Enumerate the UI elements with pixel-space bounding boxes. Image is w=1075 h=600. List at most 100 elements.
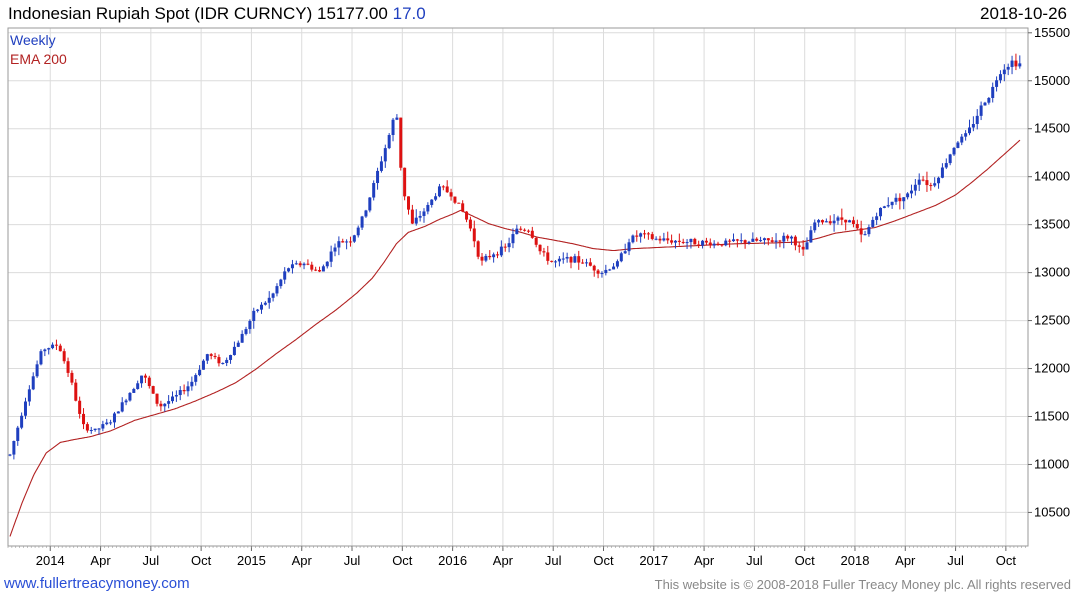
price-bar: [492, 252, 496, 263]
price-bar: [8, 453, 12, 457]
y-tick-label: 10500: [1034, 504, 1070, 519]
bar-body: [515, 228, 519, 235]
price-bar: [786, 234, 790, 242]
bar-body: [124, 400, 128, 403]
bar-body: [615, 261, 619, 267]
bar-body: [194, 375, 198, 382]
price-bar: [956, 141, 960, 149]
price-bar: [395, 114, 399, 121]
price-bar: [391, 117, 395, 142]
price-bar: [851, 216, 855, 228]
bar-body: [542, 251, 546, 253]
price-bar: [221, 362, 225, 365]
bar-body: [569, 256, 573, 263]
bar-body: [82, 413, 86, 425]
price-bar: [387, 133, 391, 150]
bar-body: [646, 233, 650, 235]
copyright-text: This website is © 2008-2018 Fuller Treac…: [654, 577, 1071, 592]
bar-body: [116, 411, 120, 414]
price-bar: [863, 230, 867, 236]
bar-body: [155, 393, 159, 404]
price-change: 17.0: [392, 4, 426, 23]
price-bar: [252, 307, 256, 329]
bar-body: [917, 179, 921, 185]
price-bar: [561, 252, 565, 264]
bar-body: [461, 203, 465, 212]
price-bar: [569, 256, 573, 269]
price-bar: [879, 207, 883, 221]
bar-body: [921, 179, 925, 181]
price-bar: [824, 218, 828, 223]
price-bar: [372, 180, 376, 201]
price-bar: [345, 239, 349, 250]
price-bar: [437, 183, 441, 198]
site-link[interactable]: www.fullertreacymoney.com: [4, 575, 190, 592]
bar-body: [770, 240, 774, 242]
bar-body: [306, 263, 310, 265]
price-bar: [31, 372, 35, 391]
price-bar: [1006, 63, 1010, 76]
bar-body: [333, 247, 337, 252]
bar-body: [66, 361, 70, 373]
bar-body: [27, 389, 31, 402]
x-tick-label: Apr: [90, 553, 111, 568]
bar-body: [476, 241, 480, 257]
x-tick-label: Oct: [795, 553, 816, 568]
bar-body: [341, 241, 345, 243]
bar-body: [109, 422, 113, 424]
bar-body: [875, 216, 879, 220]
bar-body: [697, 244, 701, 246]
price-bar: [797, 241, 801, 253]
price-bar: [66, 357, 70, 377]
price-bar: [906, 192, 910, 200]
bar-body: [956, 142, 960, 148]
price-bar: [410, 204, 414, 225]
price-bar: [356, 225, 360, 238]
price-bar: [143, 373, 147, 383]
bar-body: [298, 263, 302, 266]
bar-body: [643, 233, 647, 235]
price-bar: [712, 240, 716, 249]
bar-body: [739, 240, 743, 242]
price-bar: [844, 219, 848, 231]
bar-body: [612, 266, 616, 270]
price-bar: [12, 440, 16, 460]
x-tick-label: 2015: [237, 553, 266, 568]
price-bar: [39, 349, 43, 366]
price-bar: [751, 232, 755, 242]
price-bar: [581, 259, 585, 264]
price-bar: [809, 226, 813, 243]
bar-body: [85, 424, 89, 431]
price-bar: [271, 292, 275, 302]
bar-body: [422, 211, 426, 216]
bar-body: [1014, 60, 1018, 67]
bar-body: [720, 244, 724, 246]
bar-body: [840, 217, 844, 220]
bar-body: [592, 265, 596, 271]
bar-body: [97, 428, 101, 430]
price-bar: [190, 376, 194, 391]
price-bar: [259, 302, 263, 314]
y-tick-label: 15000: [1034, 73, 1070, 88]
bar-body: [364, 210, 368, 217]
price-bar: [913, 178, 917, 196]
bar-body: [495, 254, 499, 256]
price-bar: [933, 177, 937, 188]
price-bar: [182, 384, 186, 395]
bar-body: [329, 251, 333, 262]
price-bar: [379, 156, 383, 173]
bar-body: [573, 256, 577, 263]
bar-body: [662, 238, 666, 241]
x-tick-label: Jul: [947, 553, 964, 568]
bar-body: [54, 344, 58, 346]
bar-body: [708, 242, 712, 246]
price-bar: [194, 373, 198, 386]
bar-body: [608, 269, 612, 271]
bar-body: [627, 242, 631, 252]
bar-body: [882, 206, 886, 208]
bar-body: [35, 364, 39, 377]
bar-body: [213, 355, 217, 358]
bar-body: [971, 124, 975, 128]
price-bar: [894, 193, 898, 205]
